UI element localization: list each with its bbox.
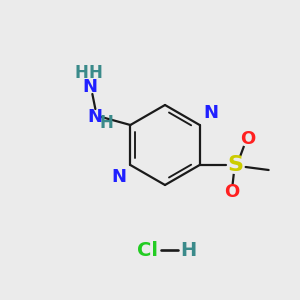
Text: H: H [180, 241, 196, 260]
Text: O: O [240, 130, 255, 148]
Text: S: S [228, 155, 244, 175]
Text: O: O [224, 183, 239, 201]
Text: N: N [88, 108, 103, 126]
Text: H: H [74, 64, 88, 82]
Text: H: H [88, 64, 102, 82]
Text: Cl: Cl [137, 241, 158, 260]
Text: N: N [111, 168, 126, 186]
Text: N: N [204, 104, 219, 122]
Text: N: N [83, 78, 98, 96]
Text: H: H [99, 114, 113, 132]
